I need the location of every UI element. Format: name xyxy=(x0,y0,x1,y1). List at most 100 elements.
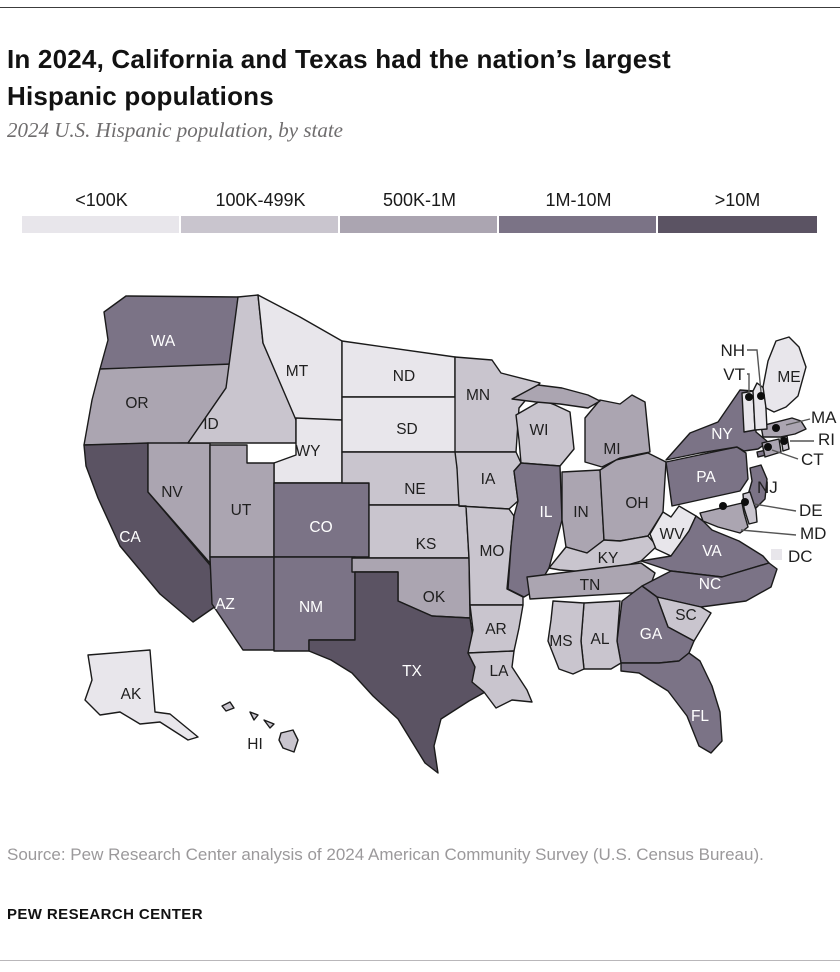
leader-line-vt xyxy=(747,373,750,393)
state-label-sc: SC xyxy=(675,607,697,624)
state-label-ga: GA xyxy=(640,626,663,643)
state-label-sd: SD xyxy=(396,421,418,438)
legend-label-0: <100K xyxy=(75,190,128,210)
state-label-az: AZ xyxy=(215,596,235,613)
state-label-wy: WY xyxy=(296,443,321,460)
state-dot-md xyxy=(719,502,727,510)
state-label-or: OR xyxy=(125,395,148,412)
state-label-nv: NV xyxy=(161,484,183,501)
state-hi xyxy=(278,729,299,753)
legend-swatch-4 xyxy=(658,216,817,233)
state-label-nc: NC xyxy=(699,576,721,593)
state-label-ak: AK xyxy=(121,686,142,703)
state-label-tn: TN xyxy=(580,577,601,594)
state-label-me: ME xyxy=(777,369,800,386)
leader-line-de xyxy=(753,503,797,512)
state-ut xyxy=(209,444,275,558)
state-label-nh: NH xyxy=(720,341,745,360)
state-label-wv: WV xyxy=(660,526,686,543)
state-label-al: AL xyxy=(591,631,610,648)
bottom-rule xyxy=(0,960,840,961)
leader-line-ct xyxy=(771,449,799,460)
legend-swatch-1 xyxy=(181,216,338,233)
state-label-pa: PA xyxy=(696,469,716,486)
state-hi xyxy=(221,701,235,712)
state-dot-ct xyxy=(764,443,772,451)
state-label-ar: AR xyxy=(485,621,507,638)
state-label-nm: NM xyxy=(299,599,323,616)
state-label-vt: VT xyxy=(723,365,745,384)
state-label-tx: TX xyxy=(402,663,422,680)
state-label-ca: CA xyxy=(119,529,141,546)
leader-line-md xyxy=(740,529,797,536)
map-container: WA OR CA NV ID MT WY UT CO AZ NM ND SD NE KS OK TX MN IA WI… xyxy=(0,280,840,800)
state-la xyxy=(467,650,533,709)
us-map: WA OR CA NV ID MT WY UT CO AZ NM ND SD NE KS OK TX MN IA WI… xyxy=(83,294,837,774)
source-text: Source: Pew Research Center analysis of … xyxy=(7,845,764,864)
top-rule xyxy=(0,7,840,8)
legend-swatch-0 xyxy=(22,216,179,233)
state-dot-nh xyxy=(757,392,765,400)
page-title: In 2024, California and Texas had the na… xyxy=(7,44,671,112)
state-ak xyxy=(84,649,199,741)
legend-bin-4: >10M xyxy=(658,190,817,233)
legend-bin-3: 1M-10M xyxy=(499,190,658,233)
state-label-ny: NY xyxy=(711,426,733,443)
state-label-fl: FL xyxy=(691,708,709,725)
state-label-de: DE xyxy=(799,501,823,520)
state-label-wa: WA xyxy=(151,333,176,350)
state-fl xyxy=(620,652,723,754)
state-label-nd: ND xyxy=(393,368,415,385)
state-label-mt: MT xyxy=(286,363,309,380)
state-label-ms: MS xyxy=(549,633,572,650)
state-ms xyxy=(547,600,585,675)
legend: <100K 100K-499K 500K-1M 1M-10M >10M xyxy=(22,190,817,233)
state-label-md: MD xyxy=(800,524,826,543)
legend-label-3: 1M-10M xyxy=(545,190,612,210)
state-label-ia: IA xyxy=(481,471,496,488)
brand-footer: PEW RESEARCH CENTER xyxy=(7,906,203,923)
state-label-il: IL xyxy=(540,504,553,521)
state-label-co: CO xyxy=(309,519,332,536)
state-mi xyxy=(511,384,601,409)
state-dot-vt xyxy=(745,393,753,401)
legend-label-1: 100K-499K xyxy=(215,190,306,210)
state-dot-ma xyxy=(772,424,780,432)
state-dot-de xyxy=(741,498,749,506)
state-label-ks: KS xyxy=(416,536,437,553)
state-label-id: ID xyxy=(203,416,219,433)
state-label-la: LA xyxy=(490,663,510,680)
state-label-va: VA xyxy=(702,543,722,560)
state-label-ok: OK xyxy=(423,589,446,606)
state-nj xyxy=(747,464,768,510)
legend-bin-0: <100K xyxy=(22,190,181,233)
state-label-ct: CT xyxy=(801,450,824,469)
legend-label-2: 500K-1M xyxy=(382,190,457,210)
state-label-in: IN xyxy=(573,504,589,521)
legend-swatch-3 xyxy=(499,216,656,233)
state-hi xyxy=(263,719,275,729)
state-label-mi: MI xyxy=(603,441,620,458)
leader-line-ma xyxy=(785,418,811,426)
leader-line-nh xyxy=(747,349,762,393)
legend-label-4: >10M xyxy=(714,190,761,210)
state-me xyxy=(762,336,807,413)
state-label-wi: WI xyxy=(530,422,549,439)
state-ma xyxy=(760,417,807,438)
state-mi xyxy=(584,394,651,468)
state-label-ma: MA xyxy=(811,408,837,427)
state-tx xyxy=(308,571,490,774)
dc-swatch xyxy=(771,549,782,560)
legend-bin-1: 100K-499K xyxy=(181,190,340,233)
state-label-hi: HI xyxy=(247,736,263,753)
legend-swatch-2 xyxy=(340,216,497,233)
state-label-oh: OH xyxy=(625,495,648,512)
state-label-mn: MN xyxy=(466,387,490,404)
legend-bin-2: 500K-1M xyxy=(340,190,499,233)
state-label-ri: RI xyxy=(818,430,835,449)
state-az xyxy=(209,556,275,651)
state-label-nj: NJ xyxy=(757,478,778,497)
state-label-mo: MO xyxy=(480,543,505,560)
state-dot-ri xyxy=(780,437,788,445)
state-label-ne: NE xyxy=(404,481,426,498)
